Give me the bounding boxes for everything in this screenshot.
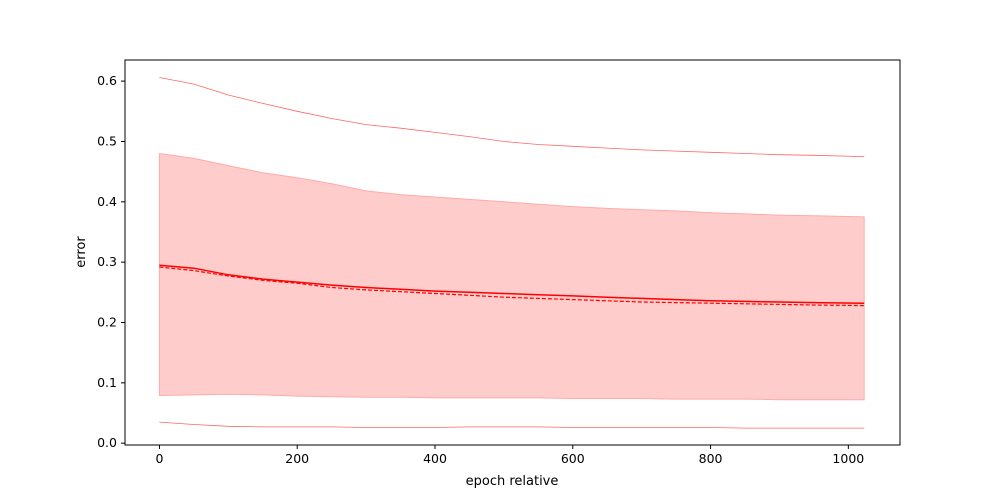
y-axis: 0.0 0.1 0.2 0.3 0.4 0.5 0.6: [97, 73, 125, 450]
x-axis: 0 200 400 600 800 1000: [155, 445, 864, 466]
x-tick-label: 800: [699, 451, 723, 466]
series-max-line: [159, 77, 865, 157]
y-tick-label: 0.4: [97, 194, 117, 209]
series-layer: [159, 77, 865, 429]
x-tick-label: 0: [155, 451, 163, 466]
x-axis-title: epoch relative: [466, 474, 559, 489]
band-area: [158, 152, 865, 401]
x-tick-label: 1000: [832, 451, 864, 466]
plot-frame: [124, 59, 901, 446]
x-tick-label: 600: [561, 451, 585, 466]
x-tick-label: 400: [423, 451, 447, 466]
band-layer: [158, 152, 865, 401]
y-tick-label: 0.2: [97, 315, 117, 330]
series-median-line: [159, 266, 865, 307]
y-tick-label: 0.5: [97, 133, 117, 148]
series-min-line: [159, 421, 865, 429]
y-tick-label: 0.3: [97, 254, 117, 269]
series-mean-line: [159, 264, 865, 304]
y-tick-label: 0.1: [97, 375, 117, 390]
y-tick-label: 0.6: [97, 73, 117, 88]
y-axis-title: error: [74, 236, 89, 268]
x-tick-label: 200: [285, 451, 309, 466]
y-tick-label: 0.0: [97, 435, 117, 450]
